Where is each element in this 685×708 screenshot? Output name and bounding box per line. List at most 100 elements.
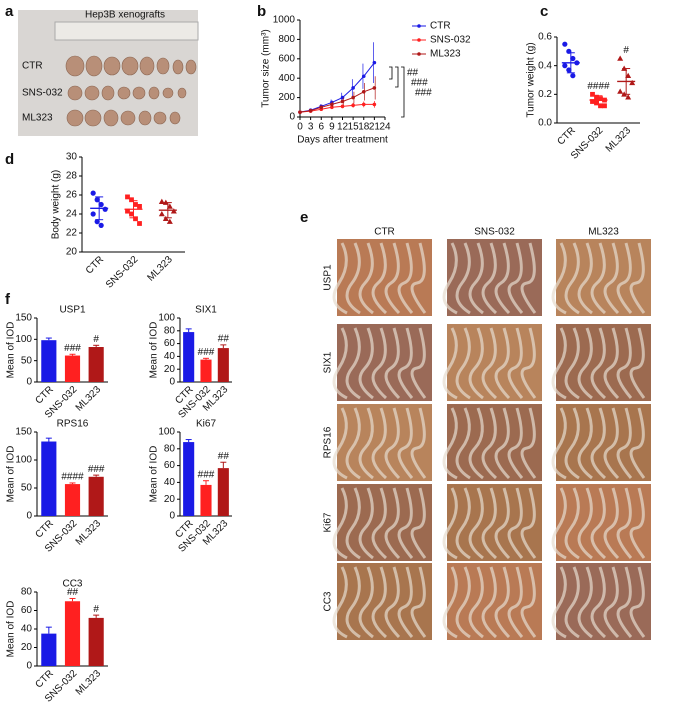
point (162, 215, 169, 222)
photo-row-label: CTR (22, 61, 43, 72)
y-tick-label: 400 (278, 73, 295, 84)
ihc-texture (455, 407, 471, 480)
bar (64, 484, 81, 516)
ihc-texture (371, 407, 388, 480)
ihc-row-label: CC3 (323, 591, 334, 611)
ihc-texture (551, 327, 567, 400)
ihc-texture (520, 487, 537, 559)
y-axis-title: Mean of IOD (149, 446, 160, 503)
point (625, 94, 632, 100)
ihc-texture (332, 487, 348, 560)
point (629, 79, 636, 86)
y-tick-label: 50 (21, 355, 33, 366)
y-tick-label: 0 (26, 377, 32, 388)
point (617, 88, 624, 94)
chart-title: Ki67 (196, 419, 216, 430)
ihc-row-label: USP1 (323, 264, 334, 291)
ihc-texture (410, 242, 427, 314)
y-axis-title: Mean of IOD (6, 322, 17, 379)
ihc-texture (616, 487, 633, 559)
bar (217, 468, 229, 516)
chart-title: CC3 (62, 579, 82, 590)
y-tick-label: 20 (164, 494, 176, 505)
y-tick-label: 60 (164, 338, 176, 349)
point (361, 74, 366, 79)
annotation: ### (198, 469, 215, 480)
ihc-texture (468, 407, 484, 480)
x-tick-label: 21 (369, 122, 381, 133)
point (562, 41, 568, 47)
ihc-texture (551, 407, 567, 480)
annotation: ### (88, 464, 105, 475)
point (98, 201, 104, 208)
point (570, 73, 576, 79)
ihc-texture (494, 566, 511, 639)
ihc-row-label: Ki67 (323, 512, 334, 532)
legend-marker (417, 24, 421, 28)
point (617, 55, 624, 61)
bar (200, 484, 212, 516)
y-tick-label: 60 (164, 460, 176, 471)
point (602, 103, 607, 109)
ihc-texture (494, 487, 511, 560)
bar (41, 340, 57, 382)
ihc-texture (507, 407, 524, 479)
ihc-texture (590, 566, 607, 639)
annotation: ## (67, 587, 79, 598)
ihc-texture (590, 242, 607, 315)
y-tick-label: 40 (164, 351, 176, 362)
annotation: ### (411, 78, 428, 89)
tumors (65, 55, 197, 127)
point (158, 198, 165, 204)
x-tick-label: 9 (329, 122, 335, 133)
ihc-texture (468, 566, 484, 639)
x-tick-label: ML323 (74, 518, 104, 548)
ihc-texture (410, 566, 427, 638)
ihc-texture (577, 566, 593, 639)
point (340, 95, 345, 100)
point (133, 216, 138, 222)
ihc-texture (507, 566, 524, 638)
x-tick-label: CTR (84, 254, 106, 276)
point (129, 211, 134, 217)
point (590, 91, 595, 97)
ihc-texture (481, 242, 498, 315)
x-tick-label: CTR (556, 125, 578, 147)
point (308, 108, 313, 113)
ihc-texture (371, 566, 388, 639)
x-tick-label: 3 (308, 122, 314, 133)
annotation: ### (64, 343, 81, 354)
bracket (389, 66, 405, 118)
ihc-texture (468, 242, 484, 315)
ihc-texture (358, 487, 374, 560)
annotation: ### (415, 88, 432, 99)
ihc-grid: CTR SNS-032 ML323 USP1 SIX1 RPS16 Ki67 CC3 (323, 227, 651, 640)
x-tick-label: 6 (318, 122, 324, 133)
panel-label: a (5, 3, 14, 20)
x-tick-label: 18 (358, 122, 370, 133)
y-tick-label: 150 (15, 427, 32, 438)
point (330, 102, 334, 107)
legend-label: ML323 (430, 49, 461, 60)
y-tick-label: 1000 (273, 15, 296, 26)
bar (88, 347, 104, 382)
ihc-texture (564, 327, 580, 400)
point (133, 202, 138, 207)
y-axis-title: Mean of IOD (6, 446, 17, 503)
y-tick-label: 600 (278, 53, 295, 64)
x-axis-title: Days after treatment (297, 135, 388, 146)
point (566, 67, 572, 73)
ihc-texture (455, 327, 471, 400)
ihc-texture (520, 566, 537, 638)
x-tick-label: ML323 (604, 125, 634, 155)
ihc-texture (629, 407, 646, 479)
ihc-texture (410, 407, 427, 479)
y-tick-label: 20 (164, 364, 176, 375)
legend-marker (417, 52, 421, 56)
y-tick-label: 20 (66, 247, 78, 258)
ihc-texture (358, 566, 374, 639)
ihc-texture (442, 407, 458, 480)
ihc-texture (384, 327, 401, 400)
series-line (299, 87, 375, 113)
